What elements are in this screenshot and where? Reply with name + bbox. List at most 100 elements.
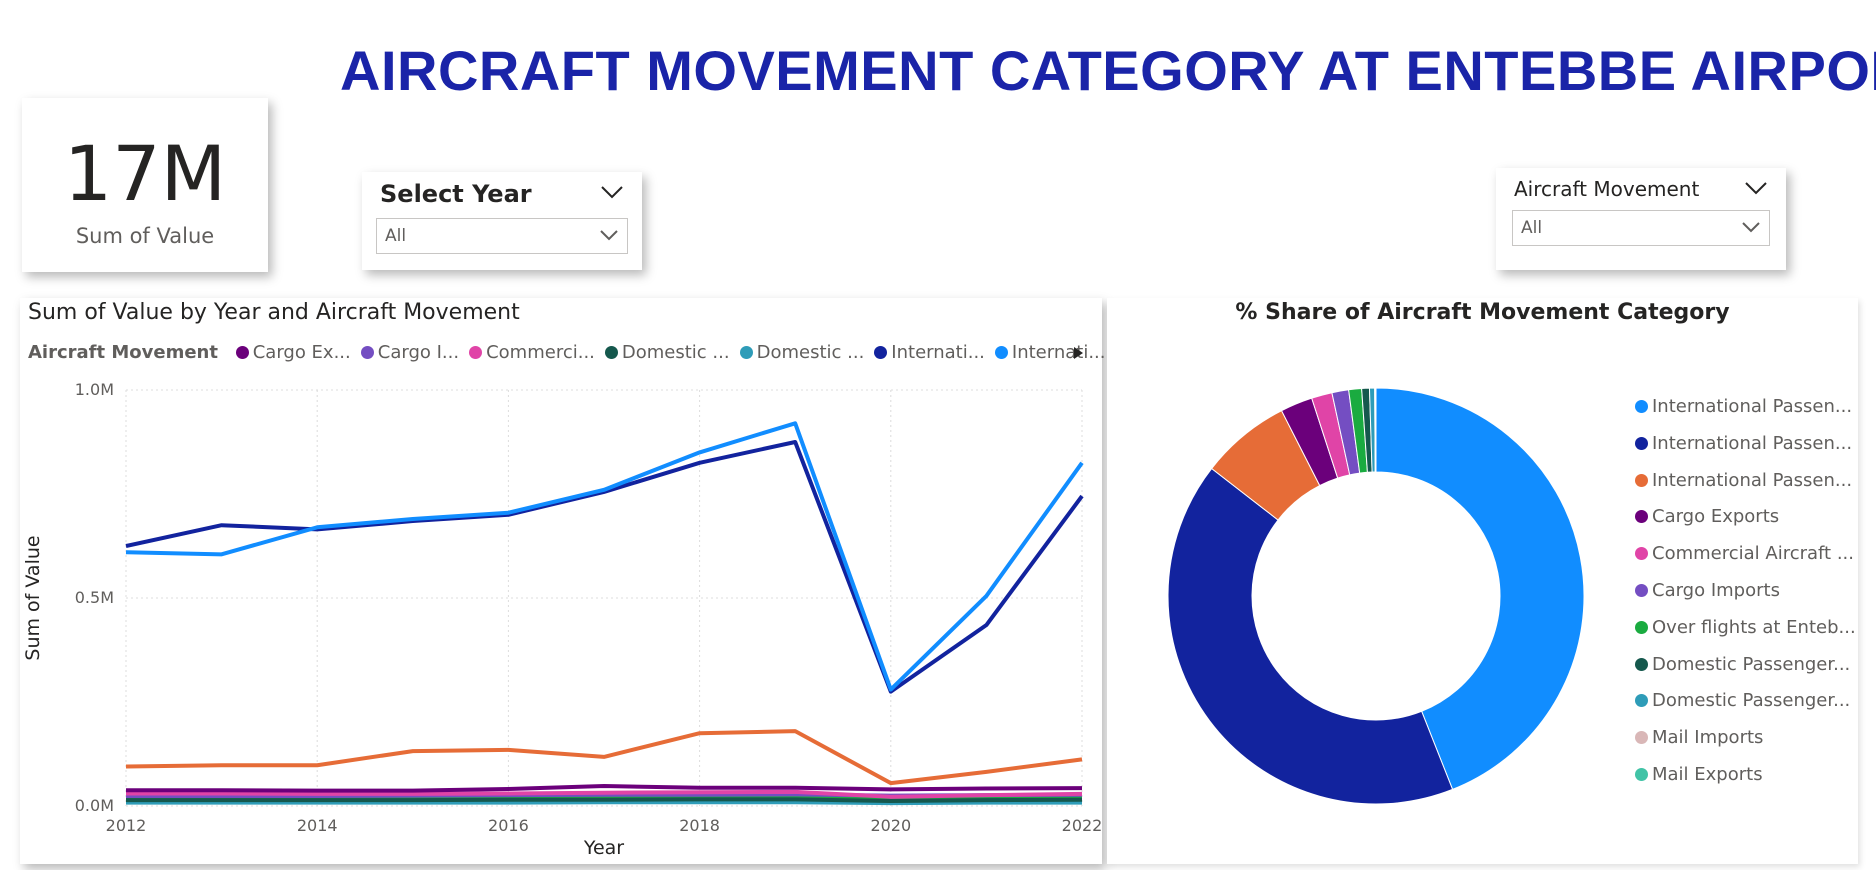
y-tick-label: 1.0M [75,380,114,399]
legend-next-icon[interactable] [1072,346,1084,360]
donut-slice[interactable] [1167,467,1454,805]
year-dropdown-value: All [385,226,407,246]
legend-label: Cargo I... [377,342,460,363]
legend-item[interactable]: Commerci... [469,342,595,363]
kpi-card: 17M Sum of Value [22,98,268,272]
chevron-down-icon [600,230,618,241]
x-tick-label: 2020 [870,816,911,835]
donut-legend-item[interactable]: Commercial Aircraft ... [1635,543,1856,580]
legend-label: Internati... [1011,342,1106,363]
donut-legend-label: Commercial Aircraft ... [1652,543,1854,565]
donut-legend-label: International Passen... [1652,432,1853,454]
series-line[interactable] [126,800,1082,806]
donut-legend-item[interactable]: Over flights at Enteb... [1635,617,1856,654]
legend-item[interactable]: Internati... [874,342,985,363]
movement-slicer-title: Aircraft Movement [1514,177,1700,201]
y-tick-label: 0.5M [75,588,114,607]
donut-legend-label: International Passen... [1652,469,1853,491]
legend-dot [1635,694,1648,708]
donut-legend-label: International Passen... [1652,396,1853,417]
donut-legend-label: Domestic Passenger... [1652,653,1851,675]
legend-dot [1635,510,1648,524]
donut-chart [1167,387,1585,805]
movement-slicer[interactable]: Aircraft Movement All [1496,168,1786,270]
donut-legend-label: Domestic Passenger... [1652,690,1851,712]
donut-legend-item[interactable]: Domestic Passenger... [1635,690,1856,727]
page-title: AIRCRAFT MOVEMENT CATEGORY AT ENTEBBE AI… [340,39,1876,102]
legend-dot [874,346,888,359]
x-tick-label: 2014 [297,816,338,835]
series-line[interactable] [125,440,1084,694]
legend-label: Domestic ... [756,342,865,363]
series-line[interactable] [126,797,1083,804]
legend-dot [739,346,753,359]
legend-item[interactable]: Domestic ... [739,342,865,363]
series-line[interactable] [126,784,1083,793]
legend-item[interactable]: Internati... [994,342,1106,363]
legend-dot [1635,547,1648,561]
line-chart-card: Sum of Value by Year and Aircraft Moveme… [20,298,1106,864]
legend-item[interactable]: Cargo I... [360,342,460,363]
legend-dot [360,346,374,359]
donut-legend-item[interactable]: Cargo Exports [1635,506,1856,543]
chevron-down-icon [1742,222,1760,233]
legend-item[interactable]: Cargo Ex... [235,342,351,363]
donut-legend-label: Over flights at Enteb... [1652,616,1856,638]
legend-label: Commerci... [486,342,595,363]
legend-dot [1635,583,1648,597]
donut-legend-item[interactable]: Domestic Passenger... [1635,654,1856,691]
legend-dot [994,346,1008,359]
chevron-down-icon[interactable] [1744,180,1768,196]
x-axis-title: Year [583,837,624,859]
line-chart-title: Sum of Value by Year and Aircraft Moveme… [28,300,520,325]
legend-dot [1635,731,1648,745]
movement-dropdown-value: All [1521,218,1543,238]
x-tick-label: 2018 [679,816,720,835]
donut-chart-card: % Share of Aircraft Movement Category In… [1107,298,1858,864]
x-tick-label: 2016 [488,816,529,835]
legend-dot [1635,473,1648,487]
legend-dot [1635,400,1648,413]
donut-chart-legend: International Passen... International Pas… [1635,396,1856,801]
legend-dot [469,346,483,359]
legend-label: Domestic ... [621,342,730,363]
legend-dot [1635,767,1648,781]
donut-slice[interactable] [1374,387,1377,473]
year-slicer[interactable]: Select Year All [362,172,642,270]
donut-legend-label: Cargo Imports [1652,579,1780,601]
line-chart: 0.0M 0.5M 1.0M 2012 2014 2016 2018 2020 2022 Year… [22,380,1102,859]
donut-legend-label: Mail Exports [1652,763,1763,785]
series-line[interactable] [126,789,1083,799]
year-dropdown[interactable]: All [376,218,628,254]
x-tick-label: 2022 [1062,816,1102,835]
donut-slice[interactable] [1375,387,1585,791]
y-axis-title: Sum of Value [22,535,44,660]
donut-legend-item[interactable]: International Passen... [1635,433,1856,470]
legend-item[interactable]: Domestic ... [604,342,730,363]
legend-dot [235,346,249,359]
legend-label: Cargo Ex... [252,342,351,363]
legend-dot [1635,620,1648,634]
legend-dot [1635,436,1648,450]
series-line[interactable] [125,421,1084,692]
legend-dot [1635,657,1648,671]
series-line[interactable] [125,729,1083,786]
kpi-value: 17M [63,129,227,218]
y-tick-label: 0.0M [75,796,114,815]
donut-legend-item[interactable]: International Passen... [1635,396,1856,433]
x-tick-label: 2012 [106,816,147,835]
chevron-down-icon[interactable] [600,184,624,200]
donut-legend-label: Mail Imports [1652,727,1764,749]
donut-legend-item[interactable]: Mail Exports [1635,764,1856,801]
donut-legend-label: Cargo Exports [1652,506,1780,528]
donut-chart-title: % Share of Aircraft Movement Category [1235,300,1730,325]
donut-legend-item[interactable]: International Passen... [1635,470,1856,507]
movement-dropdown[interactable]: All [1512,210,1770,246]
legend-label: Internati... [891,342,985,363]
donut-legend-item[interactable]: Cargo Imports [1635,580,1856,617]
legend-title: Aircraft Movement [28,342,218,363]
line-chart-legend: Aircraft Movement Cargo Ex... Cargo I... C… [28,342,1116,364]
year-slicer-title: Select Year [380,180,532,208]
legend-dot [604,346,618,359]
donut-legend-item[interactable]: Mail Imports [1635,727,1856,764]
